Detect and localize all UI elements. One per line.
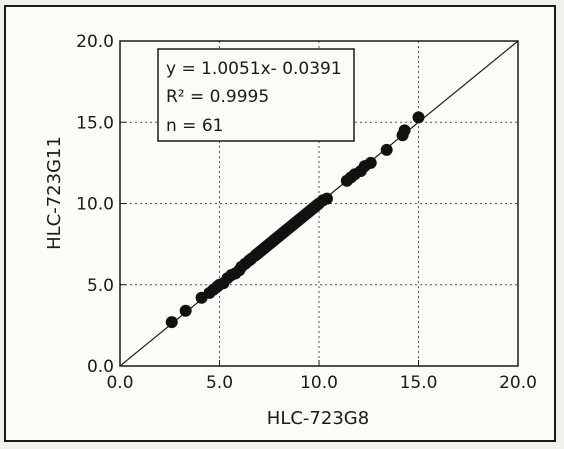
y-tick-labels: 0.0 5.0 10.0 15.0 20.0 <box>76 32 126 377</box>
x-axis-label: HLC-723G8 <box>267 408 369 429</box>
x-tick-labels: 0.0 5.0 10.0 15.0 20.0 <box>106 360 537 393</box>
x-tick-label: 20.0 <box>499 373 537 393</box>
data-point <box>380 143 393 156</box>
data-point <box>364 156 377 169</box>
data-point <box>179 304 192 317</box>
x-tick-label: 5.0 <box>206 373 233 393</box>
sample-count: n = 61 <box>166 116 223 136</box>
r-squared: R² = 0.9995 <box>166 87 269 107</box>
annotation-box: y = 1.0051x- 0.0391 R² = 0.9995 n = 61 <box>157 48 355 142</box>
x-tick-label: 15.0 <box>400 373 438 393</box>
data-point <box>412 111 425 124</box>
data-point <box>320 192 333 205</box>
regression-equation: y = 1.0051x- 0.0391 <box>166 59 342 79</box>
data-points <box>165 111 425 329</box>
y-tick-label: 20.0 <box>76 32 114 52</box>
y-axis-label: HLC-723G11 <box>44 136 65 250</box>
y-tick-label: 0.0 <box>87 357 114 377</box>
data-point <box>398 124 411 137</box>
y-tick-label: 5.0 <box>87 276 114 296</box>
y-tick-label: 10.0 <box>76 195 114 215</box>
data-point <box>165 316 178 329</box>
y-tick-label: 15.0 <box>76 113 114 133</box>
x-tick-label: 10.0 <box>300 373 338 393</box>
x-tick-label: 0.0 <box>106 373 133 393</box>
